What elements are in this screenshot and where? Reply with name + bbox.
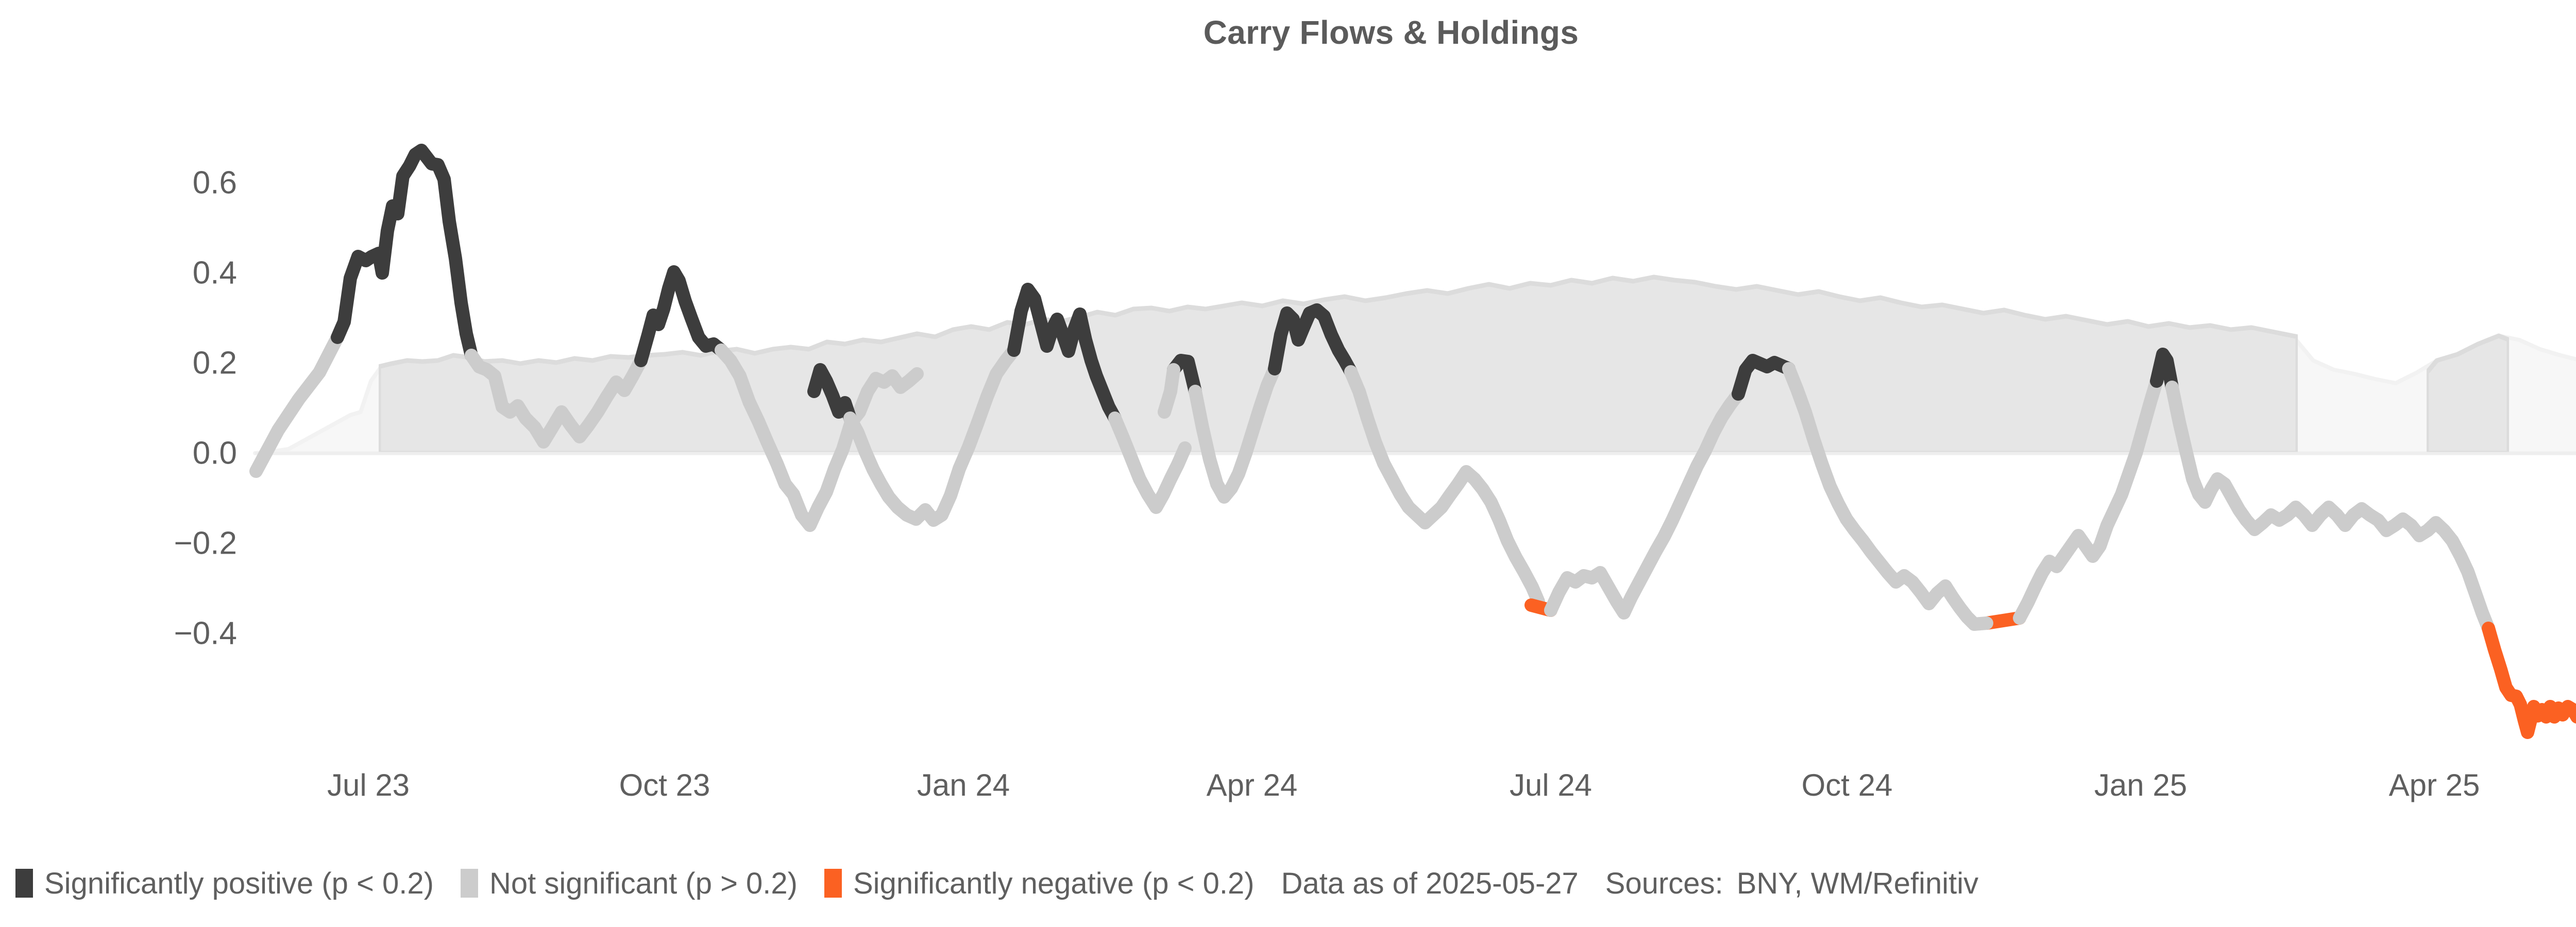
line-segment-not-significant: [249, 331, 344, 478]
line-segment-not-significant: [465, 349, 648, 449]
line-segment-significant-positive: [1732, 354, 1795, 401]
line-segment-significant-positive: [331, 144, 478, 362]
y-tick-label: 0.2: [192, 345, 237, 381]
line-segment-not-significant: [1968, 374, 2163, 631]
holdings-area-dark-block-2: [2427, 333, 2509, 453]
x-tick-apr-24: Apr 24: [1206, 768, 1298, 802]
line-segment-not-significant: [1344, 365, 1545, 608]
line-segment-significant-positive: [634, 265, 728, 367]
line-segment-significant-negative: [2482, 622, 2576, 739]
x-tick-oct-24: Oct 24: [1801, 768, 1893, 802]
y-tick-label: −0.4: [174, 615, 237, 651]
line-segment-not-significant: [1782, 362, 1981, 631]
x-tick-apr-25: Apr 25: [2388, 768, 2480, 802]
legend-swatch-icon: [824, 869, 842, 898]
line-segment-not-significant: [1158, 362, 1281, 504]
line-segment-not-significant: [1544, 387, 1745, 620]
line-segment-not-significant: [843, 344, 1021, 527]
line-segment-not-significant: [2165, 381, 2495, 635]
data-as-of-note: Data as of 2025-05-27: [1281, 866, 1579, 900]
chart-legend: Significantly positive (p < 0.2) Not sig…: [15, 855, 2576, 912]
line-segment-significant-positive: [2150, 348, 2179, 394]
x-tick-jul-24: Jul 24: [1509, 768, 1592, 802]
x-tick-jan-25: Jan 25: [2094, 768, 2188, 802]
x-tick-jul-23: Jul 23: [327, 768, 410, 802]
line-segment-significant-positive: [1268, 303, 1358, 379]
legend-item-significant-negative[interactable]: Significantly negative (p < 0.2): [824, 866, 1255, 901]
line-segment-significant-positive: [1007, 283, 1122, 425]
line-segment-not-significant: [715, 344, 924, 532]
y-tick-label: 0.4: [192, 255, 237, 291]
legend-swatch-icon: [15, 869, 33, 898]
legend-item-not-significant[interactable]: Not significant (p > 0.2): [460, 866, 798, 901]
legend-label: Significantly negative (p < 0.2): [853, 866, 1255, 900]
sources-value: BNY, WM/Refinitiv: [1736, 866, 1979, 900]
chart-title: Carry Flows & Holdings: [1203, 14, 1579, 51]
y-tick-label: −0.2: [174, 525, 237, 561]
line-segment-significant-positive: [807, 363, 857, 425]
legend-label: Significantly positive (p < 0.2): [44, 866, 434, 900]
x-tick-jan-24: Jan 24: [917, 768, 1010, 802]
line-segment-not-significant: [1108, 411, 1192, 514]
legend-item-significant-positive[interactable]: Significantly positive (p < 0.2): [15, 866, 434, 901]
x-tick-oct-23: Oct 23: [619, 768, 710, 802]
y-tick-label: 0.0: [192, 435, 237, 471]
legend-swatch-icon: [460, 869, 478, 898]
legend-label: Not significant (p > 0.2): [489, 866, 798, 900]
sources-label: Sources:: [1605, 866, 1723, 900]
y-tick-label: 0.6: [192, 165, 237, 201]
